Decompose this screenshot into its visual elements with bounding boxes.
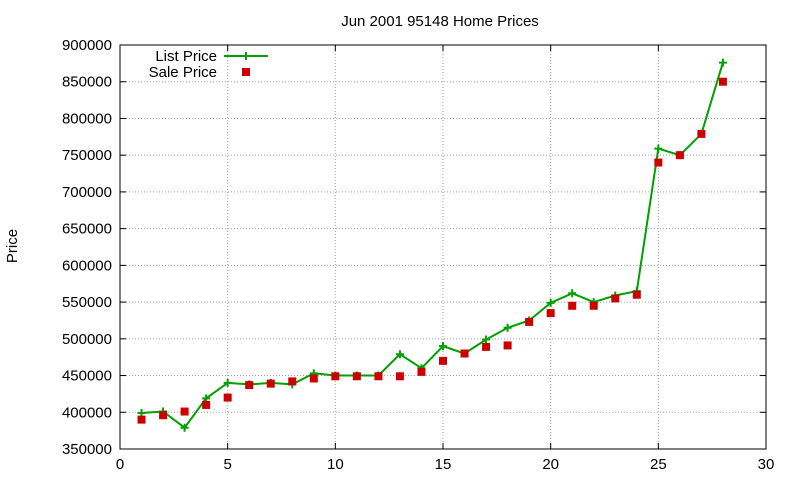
y-tick-label: 750000	[62, 147, 112, 164]
list-price-point	[395, 350, 404, 359]
sale-price-point	[309, 374, 318, 383]
axis-ticks: 350000 400000 450000 500000 550000 600000 6500…	[62, 37, 774, 473]
list-price-point	[546, 298, 555, 307]
legend-label-sale-price: Sale Price	[149, 64, 217, 81]
y-tick-label: 650000	[62, 221, 112, 238]
sale-price-point	[632, 290, 641, 299]
sale-price-point	[589, 301, 598, 310]
legend-marker-sale-price	[242, 68, 250, 76]
legend-marker-list-price	[242, 52, 250, 60]
sale-price-point	[675, 151, 684, 160]
list-price-point	[180, 423, 189, 432]
sale-price-point	[331, 372, 340, 381]
sale-price-point	[611, 294, 620, 303]
x-tick-label: 10	[327, 456, 344, 473]
sale-price-point	[223, 393, 232, 402]
sale-price-point	[395, 372, 404, 381]
list-price-line	[141, 62, 724, 430]
list-price-point	[503, 323, 512, 332]
sale-price-point	[245, 381, 254, 390]
list-price-point	[482, 335, 491, 344]
y-tick-label: 700000	[62, 184, 112, 201]
list-price-point	[654, 144, 663, 153]
y-tick-label: 600000	[62, 257, 112, 274]
sale-price-point	[159, 411, 168, 420]
legend-label-list-price: List Price	[155, 48, 217, 65]
x-tick-label: 20	[542, 456, 559, 473]
sale-price-point	[180, 407, 189, 416]
sale-price-point	[718, 77, 727, 86]
sale-price-point	[503, 341, 512, 350]
x-tick-label: 30	[758, 456, 775, 473]
sale-price-point	[202, 400, 211, 409]
sale-price-point	[137, 415, 146, 424]
x-tick-label: 5	[223, 456, 231, 473]
list-price-point	[718, 58, 727, 67]
series-layer	[137, 58, 727, 432]
y-tick-label: 350000	[62, 441, 112, 458]
list-price-point	[568, 289, 577, 298]
sale-price-point	[482, 342, 491, 351]
sale-price-point	[439, 356, 447, 365]
y-tick-label: 500000	[62, 331, 112, 348]
y-tick-label: 800000	[62, 110, 112, 127]
sale-price-point	[417, 367, 426, 376]
sale-price-point	[546, 309, 555, 318]
chart-title: Jun 2001 95148 Home Prices	[341, 13, 539, 30]
grid-lines	[120, 45, 766, 449]
list-price-point	[223, 378, 232, 387]
sale-price-point	[352, 372, 361, 381]
y-tick-label: 900000	[62, 37, 112, 54]
sale-price-point	[266, 379, 275, 388]
y-axis-label: Price	[4, 229, 21, 263]
x-tick-label: 0	[116, 456, 124, 473]
sale-price-point	[525, 317, 534, 326]
y-tick-label: 450000	[62, 368, 112, 385]
sale-price-point	[288, 377, 297, 386]
y-tick-label: 400000	[62, 404, 112, 421]
x-tick-label: 25	[650, 456, 667, 473]
list-price-point	[439, 342, 447, 351]
sale-price-point	[568, 301, 577, 310]
sale-price-point	[654, 158, 663, 167]
x-tick-label: 15	[435, 456, 452, 473]
sale-price-point	[374, 372, 383, 381]
y-tick-label: 850000	[62, 74, 112, 91]
y-tick-label: 550000	[62, 294, 112, 311]
sale-price-point	[460, 349, 469, 358]
sale-price-point	[697, 129, 706, 138]
